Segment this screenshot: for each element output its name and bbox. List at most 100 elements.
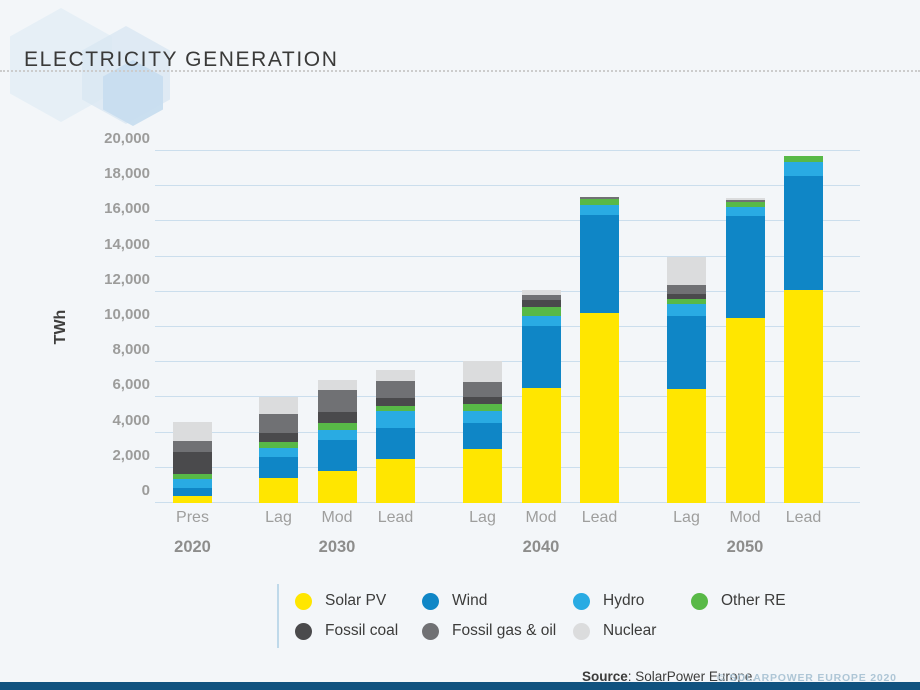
bar-segment-wind	[173, 488, 212, 496]
legend-item-fossil-gas-oil: Fossil gas & oil	[422, 622, 556, 640]
bar-segment-solar-pv	[580, 312, 619, 503]
bar-mod-2	[317, 379, 357, 503]
bar-segment-wind	[317, 439, 357, 472]
legend-label-fossil-coal: Fossil coal	[325, 622, 399, 639]
bar-segment-other-re	[463, 404, 502, 411]
x-category-label-lag-4: Lag	[469, 509, 496, 526]
bar-lag-7	[667, 256, 706, 503]
y-gridline	[155, 290, 860, 292]
header-divider	[0, 70, 920, 72]
y-gridline	[155, 185, 860, 187]
x-year-label-2050: 2050	[726, 538, 764, 556]
x-category-label-lag-1: Lag	[265, 509, 292, 526]
legend-swatch-nuclear	[573, 622, 590, 640]
legend-swatch-solar-pv	[295, 592, 312, 610]
bar-segment-solar-pv	[317, 471, 357, 503]
bar-mod-8	[725, 197, 765, 503]
x-category-label-lead-3: Lead	[377, 509, 414, 526]
chart-legend: Solar PV Wind Hydro Other RE Fossil coal Foss…	[277, 584, 889, 648]
x-category-label-pres-0: Pres	[176, 509, 209, 526]
bar-segment-hydro	[521, 316, 561, 327]
x-category-label-lag-7: Lag	[673, 509, 700, 526]
x-year-label-2040: 2040	[522, 538, 560, 556]
legend-item-nuclear: Nuclear	[573, 622, 656, 640]
bar-segment-fossil-coal	[667, 293, 706, 299]
bar-segment-wind	[580, 215, 619, 313]
legend-label-wind: Wind	[452, 592, 488, 609]
legend-swatch-fossil-gas-oil	[422, 622, 439, 640]
bar-pres-0	[173, 422, 212, 503]
bar-segment-hydro	[463, 410, 502, 423]
bar-lag-4	[463, 361, 502, 503]
bar-segment-fossil-coal	[259, 432, 298, 443]
legend-label-nuclear: Nuclear	[603, 622, 657, 639]
x-year-label-2030: 2030	[318, 538, 356, 556]
bar-segment-solar-pv	[725, 318, 765, 503]
bar-segment-hydro	[173, 479, 212, 489]
bar-segment-fossil-coal	[463, 396, 502, 405]
bar-segment-fossil-gas-oil	[580, 196, 619, 199]
y-tick-label: 0	[141, 482, 150, 499]
bar-segment-fossil-gas-oil	[463, 381, 502, 397]
source-text: : SolarPower Europe.	[627, 669, 757, 684]
bar-segment-fossil-gas-oil	[376, 380, 415, 399]
bar-segment-solar-pv	[173, 495, 212, 503]
y-gridline	[155, 361, 860, 363]
bar-segment-wind	[725, 216, 765, 319]
chart-plot-area	[155, 150, 860, 503]
bar-segment-wind	[784, 175, 823, 291]
bar-segment-fossil-gas-oil	[259, 414, 298, 433]
bar-segment-nuclear	[725, 197, 765, 201]
bar-segment-solar-pv	[376, 459, 415, 503]
legend-item-wind: Wind	[422, 592, 487, 610]
bar-segment-fossil-gas-oil	[667, 284, 706, 294]
bar-segment-nuclear	[259, 397, 298, 415]
legend-label-solar-pv: Solar PV	[325, 592, 387, 609]
legend-item-other-re: Other RE	[691, 592, 786, 610]
bar-segment-nuclear	[173, 422, 212, 442]
copyright-text: © SOLARPOWER EUROPE 2020	[717, 672, 897, 684]
bar-segment-other-re	[521, 306, 561, 317]
bar-segment-solar-pv	[259, 478, 298, 503]
bar-segment-hydro	[580, 204, 619, 216]
bar-segment-solar-pv	[521, 387, 561, 503]
bar-segment-wind	[463, 422, 502, 450]
bar-segment-solar-pv	[463, 449, 502, 503]
bar-segment-other-re	[725, 202, 765, 208]
legend-label-hydro: Hydro	[603, 592, 645, 609]
y-gridline	[155, 466, 860, 468]
bar-segment-wind	[376, 428, 415, 459]
y-tick-label: 4,000	[112, 411, 150, 429]
bar-segment-fossil-coal	[317, 411, 357, 423]
bar-segment-nuclear	[521, 290, 561, 295]
legend-swatch-wind	[422, 592, 439, 610]
bar-segment-solar-pv	[784, 290, 823, 503]
bar-segment-nuclear	[317, 379, 357, 390]
bar-segment-other-re	[667, 298, 706, 305]
bar-segment-other-re	[317, 422, 357, 430]
source-label: Source	[582, 669, 628, 684]
y-tick-label: 8,000	[112, 341, 150, 359]
x-category-label-mod-2: Mod	[321, 509, 353, 526]
y-tick-label: 10,000	[104, 306, 150, 323]
legend-item-solar-pv: Solar PV	[295, 592, 386, 610]
legend-swatch-other-re	[691, 592, 708, 610]
bar-segment-hydro	[317, 429, 357, 440]
bar-segment-nuclear	[376, 370, 415, 381]
bar-segment-hydro	[259, 448, 298, 458]
bar-segment-nuclear	[463, 361, 502, 382]
bar-segment-fossil-gas-oil	[521, 294, 561, 300]
bar-segment-solar-pv	[667, 389, 706, 503]
y-gridline	[155, 396, 860, 398]
page-title: ELECTRICITY GENERATION	[24, 48, 339, 72]
x-category-label-mod-8: Mod	[729, 509, 761, 526]
bar-segment-nuclear	[667, 256, 706, 285]
bar-segment-wind	[521, 326, 561, 388]
legend-item-fossil-coal: Fossil coal	[295, 622, 398, 640]
bar-segment-hydro	[725, 207, 765, 217]
y-axis-tick-labels: 0 2,000 4,000 6,000 8,000 10,000 12,000 14,000 1…	[60, 130, 150, 503]
footer: Source: SolarPower Europe. © SOLARPOWER …	[0, 665, 920, 684]
x-category-label-lead-9: Lead	[785, 509, 822, 526]
y-gridline	[155, 255, 860, 257]
bar-segment-hydro	[784, 162, 823, 176]
